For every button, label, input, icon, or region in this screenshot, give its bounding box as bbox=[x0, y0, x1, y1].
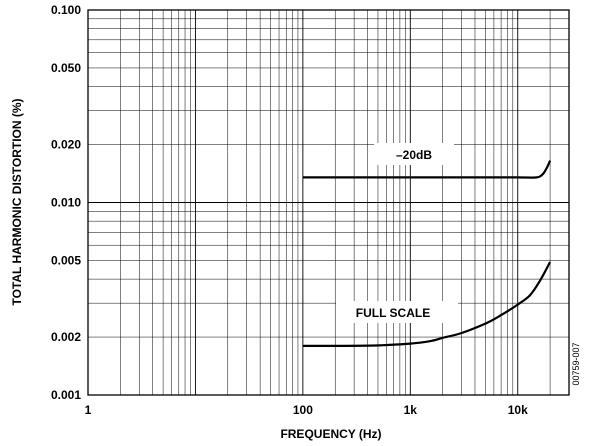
y-tick-label: 0.005 bbox=[51, 253, 81, 267]
y-tick-label: 0.002 bbox=[51, 330, 81, 344]
series-line-1 bbox=[302, 261, 552, 347]
series-label-full-scale-box: FULL SCALE bbox=[336, 301, 458, 323]
tick-labels: 1 100 1k 10k 0.100 0.050 0.020 0.010 0.005 0.002 0… bbox=[51, 3, 528, 417]
series-layer bbox=[302, 160, 552, 347]
x-tick-label: 10k bbox=[508, 403, 528, 417]
x-tick-label: 1 bbox=[85, 403, 92, 417]
y-tick-label: 0.010 bbox=[51, 196, 81, 210]
series-label-minus20db: –20dB bbox=[396, 148, 432, 162]
y-tick-label: 0.020 bbox=[51, 138, 81, 152]
series-line-0 bbox=[302, 160, 552, 179]
series-label-minus20db-box: –20dB bbox=[374, 143, 454, 165]
figure-id-note: 00759-007 bbox=[571, 342, 581, 385]
grid bbox=[88, 10, 569, 395]
x-tick-label: 1k bbox=[404, 403, 418, 417]
x-axis-title: FREQUENCY (Hz) bbox=[280, 427, 381, 441]
plot-frame bbox=[87, 9, 570, 396]
y-tick-label: 0.100 bbox=[51, 3, 81, 17]
y-tick-label: 0.050 bbox=[51, 61, 81, 75]
y-tick-label: 0.001 bbox=[51, 388, 81, 402]
series-label-full-scale: FULL SCALE bbox=[356, 306, 430, 320]
x-tick-label: 100 bbox=[293, 403, 313, 417]
y-axis-title: TOTAL HARMONIC DISTORTION (%) bbox=[10, 98, 24, 305]
